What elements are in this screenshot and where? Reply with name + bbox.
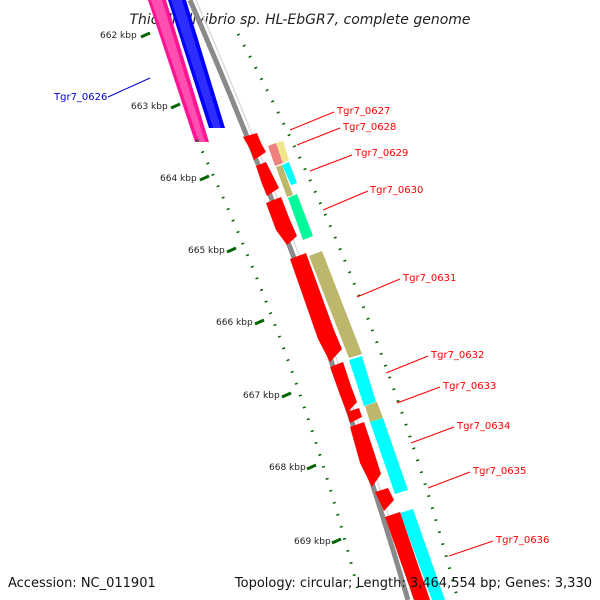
tick-labels: 662 kbp 663 kbp 664 kbp 665 kbp 666 kbp … (100, 31, 331, 547)
cog-block-salmon (268, 143, 283, 166)
callout-line-0629 (309, 154, 353, 172)
callout-line-0626 (107, 77, 151, 98)
tick-label-666: 666 kbp (216, 318, 253, 328)
tick-marks (140, 31, 342, 545)
cog-track (268, 141, 445, 600)
callout-line-0634 (410, 426, 455, 444)
tick-label-669: 669 kbp (294, 537, 331, 547)
cds-arrow-0632 (330, 362, 357, 413)
cds-arrow-0636 (385, 512, 430, 600)
tick-mark (226, 246, 237, 254)
cds-arrow-0635 (375, 488, 394, 511)
topology-summary-text: Topology: circular; Length: 3,464,554 bp… (234, 576, 592, 591)
pink-track-highlight (151, 0, 205, 142)
tick-mark (281, 391, 292, 399)
gene-label-0634[interactable]: Tgr7_0634 (456, 421, 510, 432)
cog-block-cyan-3 (370, 418, 408, 494)
cog-block-cyan-4 (400, 509, 445, 600)
cds-arrow-0628 (256, 162, 279, 196)
gc-dots-inner (195, 139, 360, 591)
cog-block-khaki-3 (365, 402, 383, 422)
cds-arrow-0627 (243, 133, 266, 160)
gene-label-0632[interactable]: Tgr7_0632 (430, 350, 484, 361)
cog-block-khaki-1 (276, 165, 293, 197)
gene-label-0633[interactable]: Tgr7_0633 (442, 381, 496, 392)
gene-label-0627[interactable]: Tgr7_0627 (336, 106, 390, 117)
tick-label-667: 667 kbp (243, 391, 280, 401)
tick-mark (199, 174, 210, 182)
tick-label-662: 662 kbp (100, 31, 137, 41)
callout-line-0635 (427, 471, 471, 489)
cds-arrow-0634 (350, 422, 381, 487)
cds-arrow-0631 (290, 253, 342, 362)
gene-label-0626[interactable]: Tgr7_0626 (53, 92, 107, 103)
backbone-line (187, 0, 411, 600)
map-title: Thioalkalivibrio sp. HL-EbGR7, complete … (129, 12, 470, 28)
gene-label-0631[interactable]: Tgr7_0631 (402, 273, 456, 284)
callout-line-0628 (296, 127, 341, 146)
gene-label-0628[interactable]: Tgr7_0628 (342, 122, 396, 133)
cog-block-cyan-2 (349, 356, 376, 406)
cog-block-khaki-2 (309, 251, 362, 358)
callout-line-0631 (356, 278, 401, 298)
gene-label-0636[interactable]: Tgr7_0636 (495, 535, 549, 546)
tick-mark (331, 537, 342, 545)
gene-callouts (107, 77, 494, 557)
callout-line-0632 (385, 355, 429, 374)
cds-track (243, 133, 430, 600)
cog-block-springgreen (288, 194, 313, 240)
top-tracks (148, 0, 225, 142)
cds-arrow-0630 (266, 197, 297, 245)
callout-line-0630 (322, 190, 369, 211)
tick-mark (254, 318, 265, 326)
gene-label-0635[interactable]: Tgr7_0635 (472, 466, 526, 477)
gene-label-0629[interactable]: Tgr7_0629 (354, 148, 408, 159)
tick-label-664: 664 kbp (160, 174, 197, 184)
gene-labels: Tgr7_0626 Tgr7_0627 Tgr7_0628 Tgr7_0629 … (53, 92, 549, 546)
tick-label-668: 668 kbp (269, 463, 306, 473)
callout-line-0636 (448, 540, 494, 557)
accession-text: Accession: NC_011901 (8, 576, 156, 591)
callout-line-0633 (396, 386, 441, 404)
tick-mark (170, 102, 181, 110)
cog-block-yellow (276, 141, 289, 163)
cds-arrow-0633 (347, 408, 362, 423)
gene-label-0630[interactable]: Tgr7_0630 (369, 185, 423, 196)
cog-block-cyan-1 (282, 162, 297, 185)
tick-label-665: 665 kbp (188, 246, 225, 256)
tick-label-663: 663 kbp (131, 102, 168, 112)
tick-mark (306, 463, 317, 471)
gc-dots-outer (236, 33, 460, 600)
tick-mark (140, 31, 151, 39)
callout-line-0627 (289, 111, 335, 131)
blue-track-highlight (171, 0, 221, 128)
